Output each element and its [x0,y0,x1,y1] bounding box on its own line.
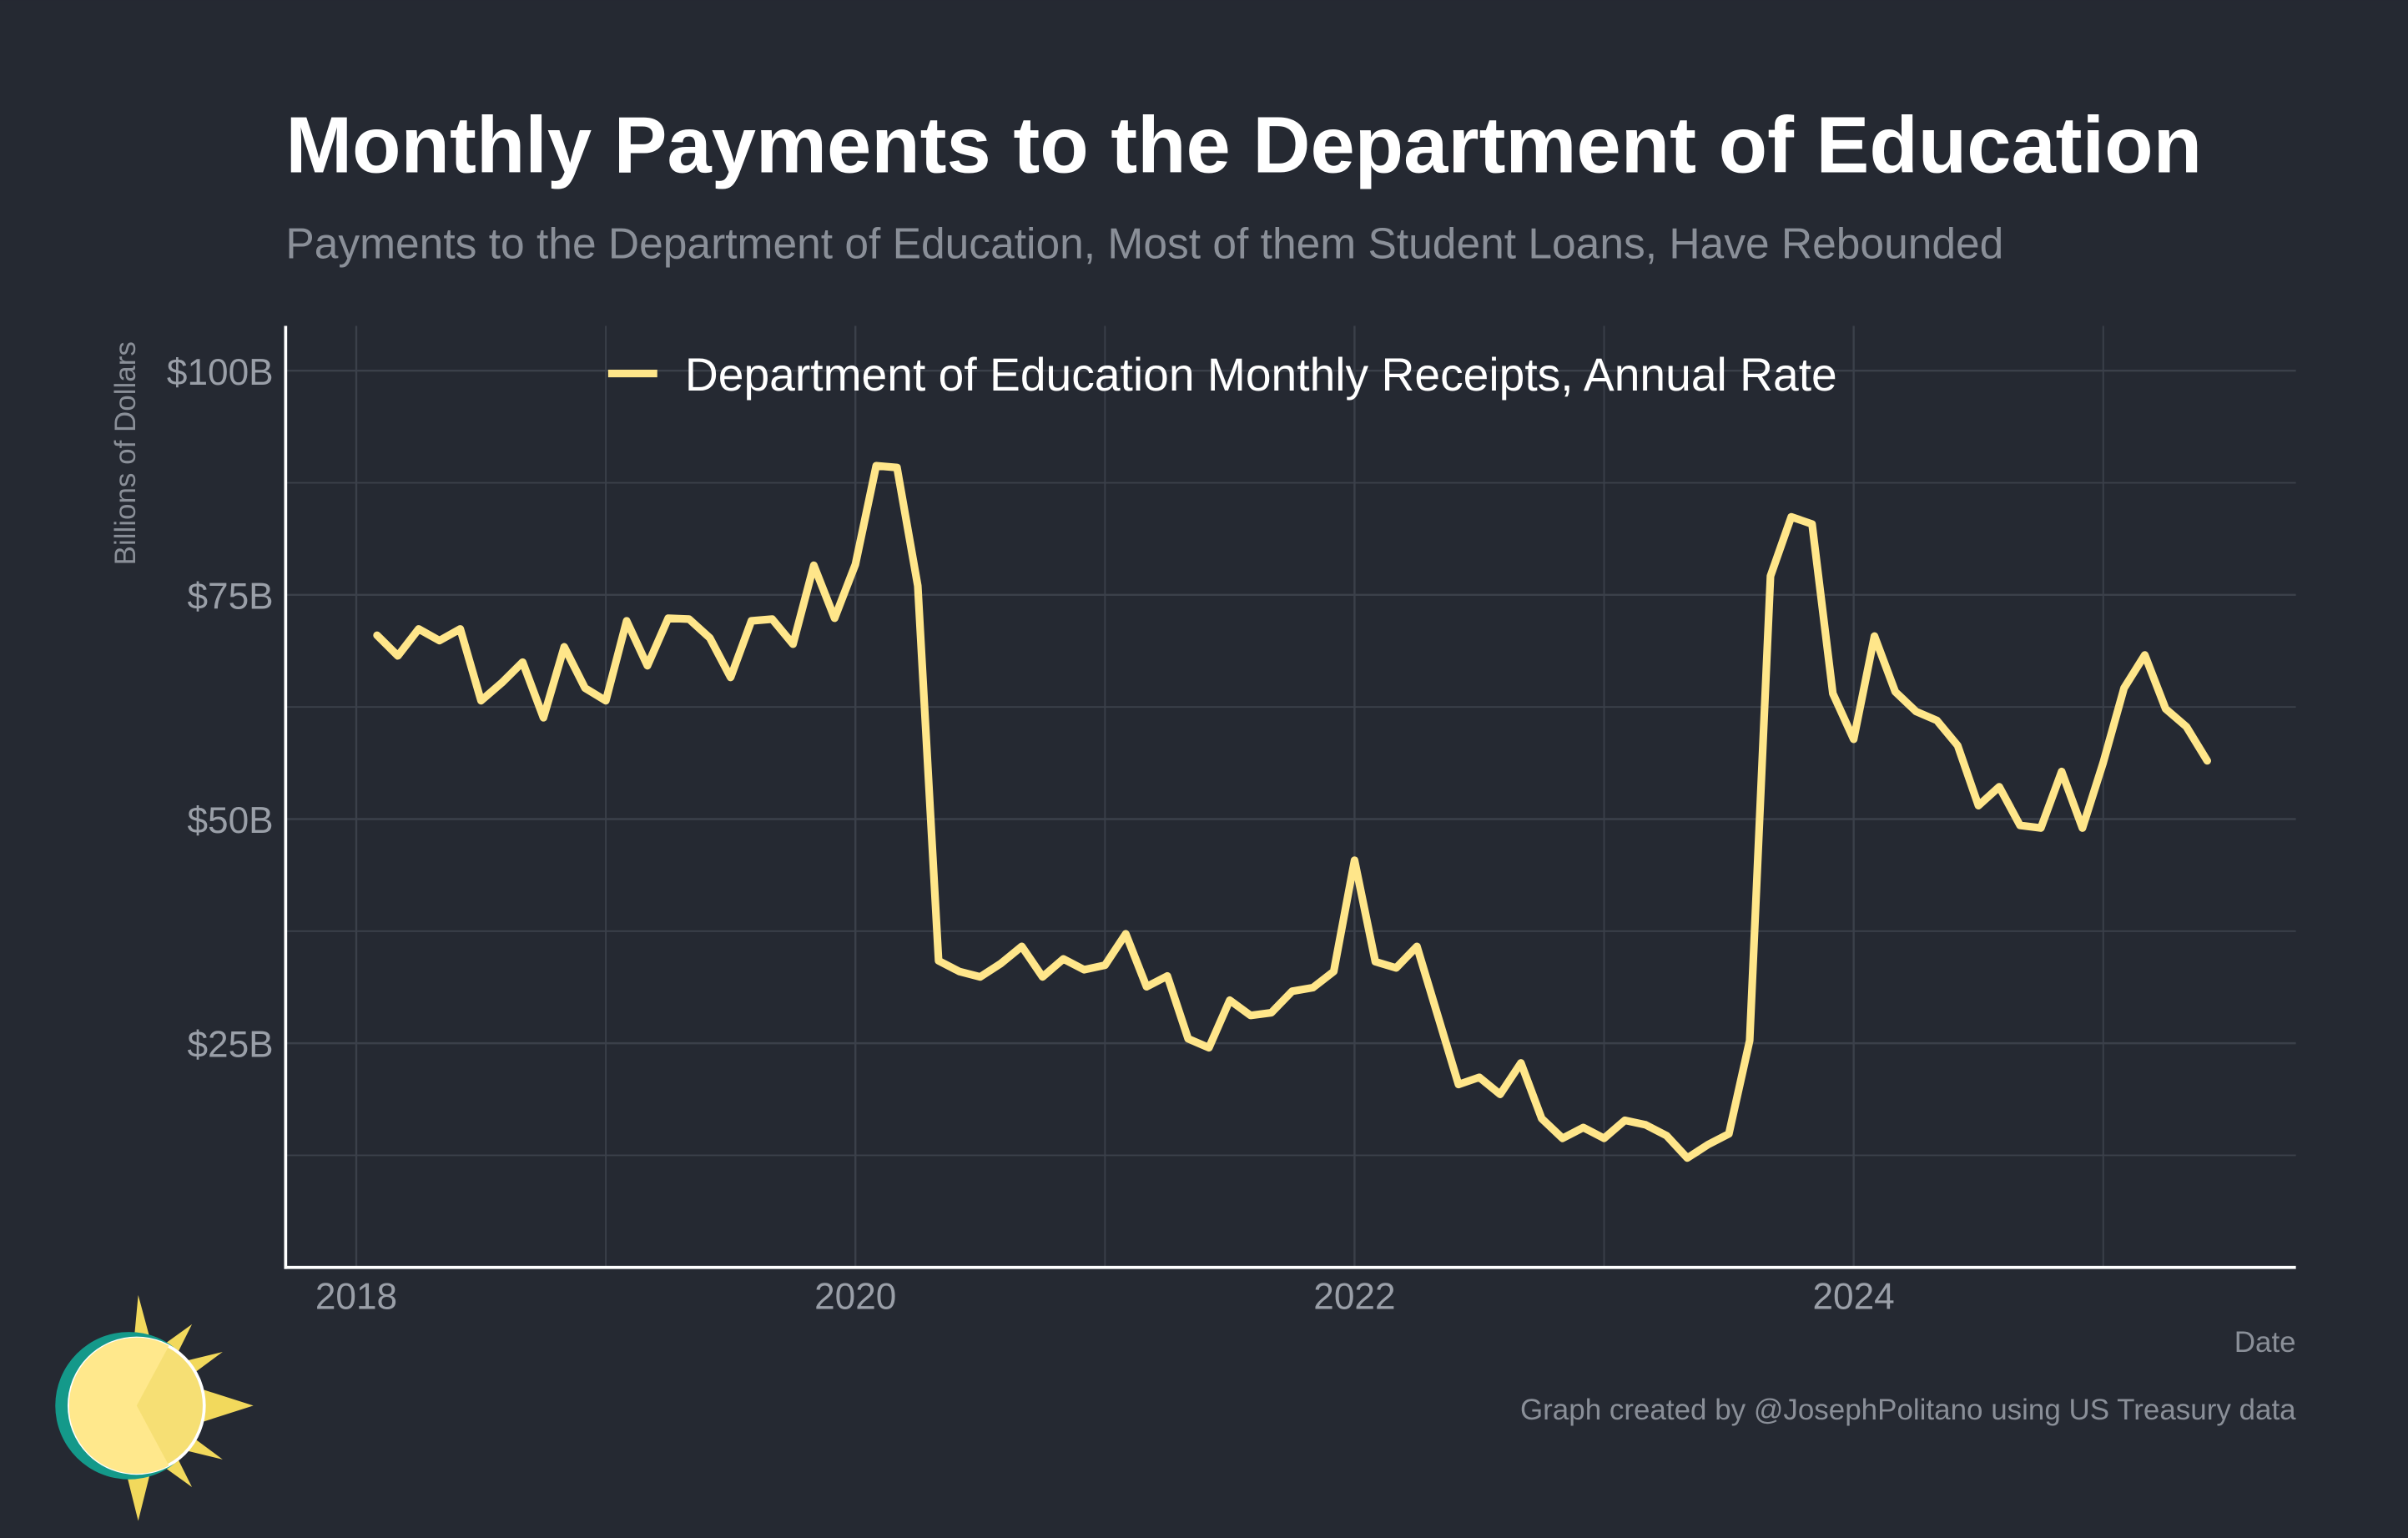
logo-shade [68,1337,169,1475]
x-tick-label: 2018 [315,1276,397,1317]
x-tick-label: 2022 [1313,1276,1395,1317]
x-tick-label: 2020 [814,1276,896,1317]
x-tick-label: 2024 [1813,1276,1895,1317]
y-tick-label: $75B [187,576,273,617]
x-axis-title: Date [2234,1326,2296,1359]
legend-label: Department of Education Monthly Receipts… [685,349,1837,401]
logo [55,1294,254,1521]
caption: Graph created by @JosephPolitano using U… [1520,1394,2296,1426]
y-tick-label: $25B [187,1025,273,1066]
data-line [373,461,2211,1162]
y-axis-title: Billions of Dollars [109,341,142,565]
y-tick-label: $100B [167,352,274,393]
chart-subtitle: Payments to the Department of Education,… [285,219,2003,268]
chart-title: Monthly Payments to the Department of Ed… [285,100,2202,189]
y-tick-label: $50B [187,800,273,841]
plot-area: $25B $50B $75B $100B 2018 2020 2022 2024 Departm… [167,325,2296,1317]
